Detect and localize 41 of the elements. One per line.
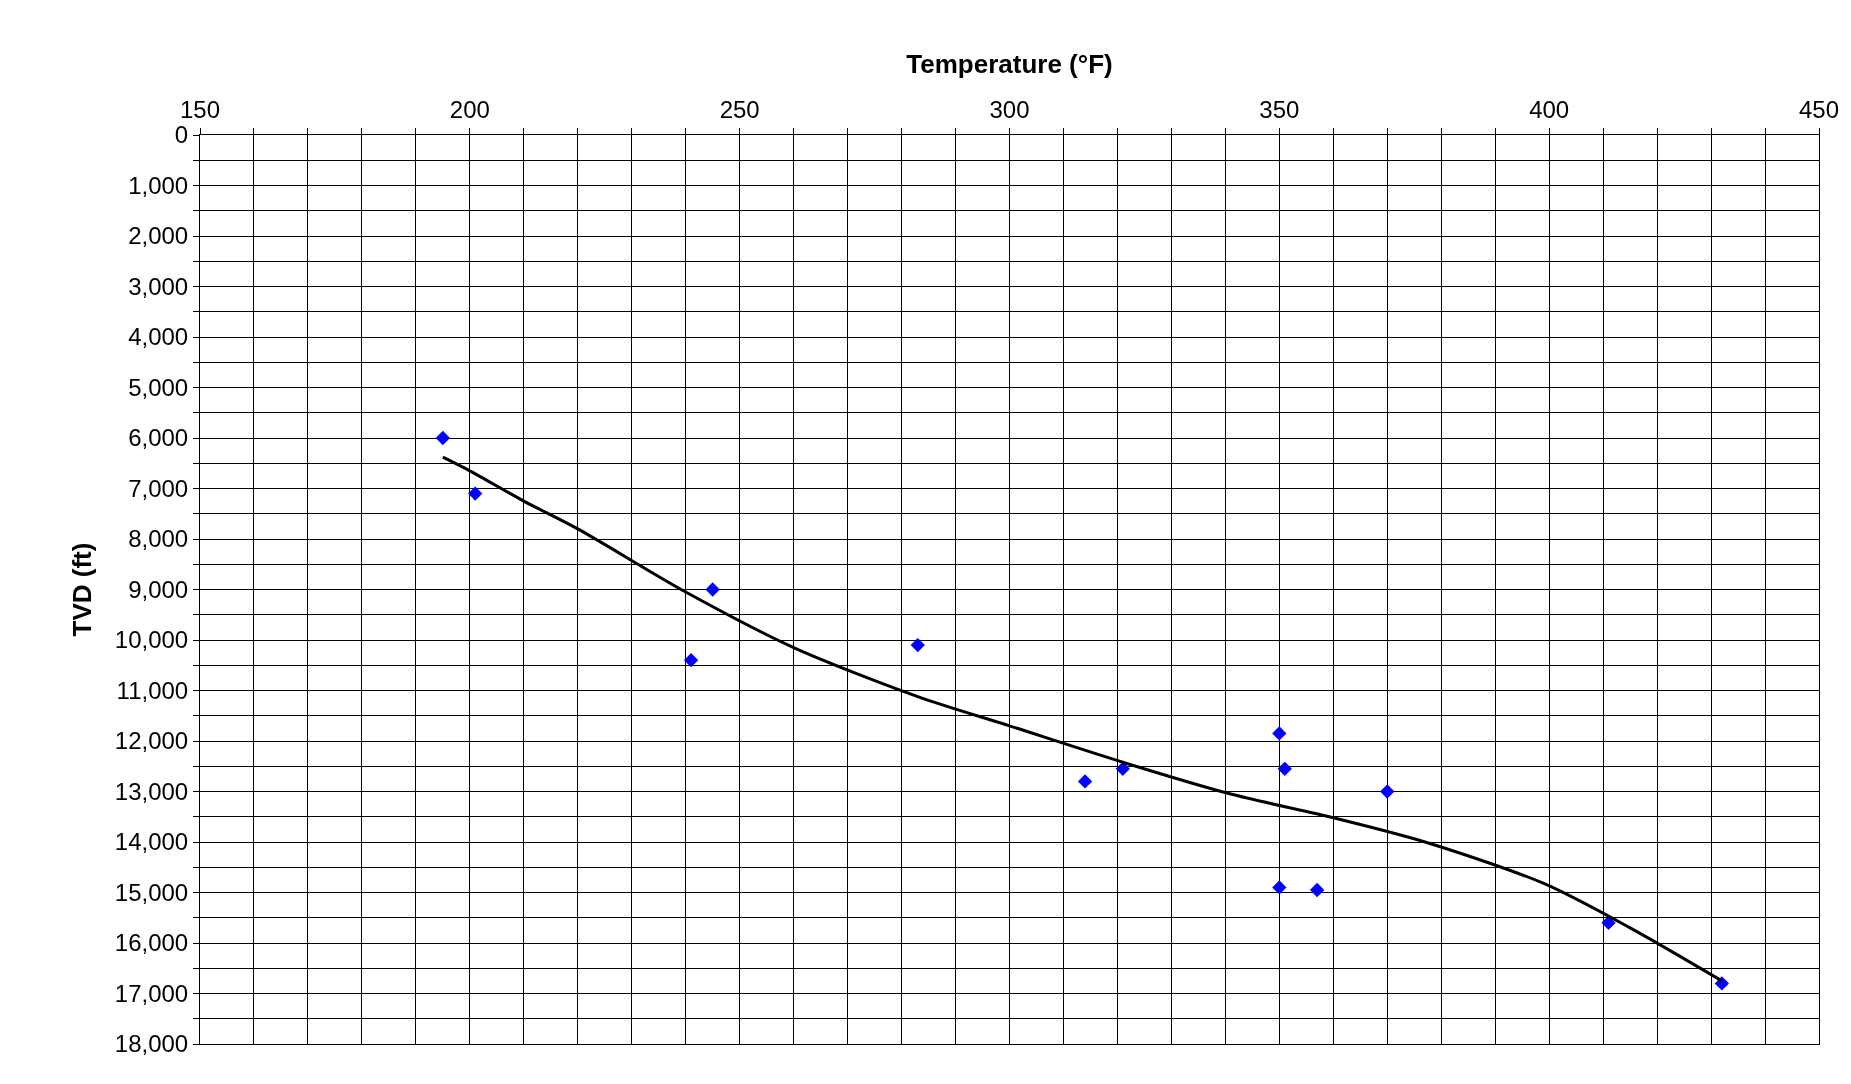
point	[1601, 915, 1616, 930]
point	[1380, 784, 1395, 799]
x-axis-title: Temperature (°F)	[906, 48, 1113, 79]
y-tick-label: 2,000	[128, 222, 189, 250]
y-tick-label: 14,000	[114, 828, 189, 856]
y-tick-label: 12,000	[114, 727, 189, 755]
y-tick-label: 17,000	[114, 979, 189, 1007]
x-tick-label: 200	[449, 96, 490, 124]
x-tick-label: 150	[179, 96, 221, 124]
x-tick-label: 450	[1798, 96, 1840, 124]
x-tick-label: 300	[989, 96, 1030, 124]
y-tick-label: 15,000	[114, 878, 189, 906]
point	[1272, 880, 1287, 895]
y-tick-label: 6,000	[128, 424, 189, 452]
y-axis-title: TVD (ft)	[67, 542, 98, 637]
point	[1309, 882, 1325, 898]
y-tick-label: 7,000	[128, 474, 189, 502]
point	[910, 637, 925, 653]
y-tick-label: 8,000	[128, 525, 189, 553]
point	[1277, 761, 1292, 776]
y-tick-label: 13,000	[114, 777, 189, 805]
y-tick-label: 18,000	[114, 1030, 189, 1058]
y-tick-label: 1,000	[128, 171, 189, 199]
y-tick-label: 5,000	[128, 373, 189, 401]
point	[435, 430, 450, 446]
point	[1077, 774, 1093, 789]
y-tick-label: 11,000	[116, 676, 189, 704]
y-tick-label: 0	[174, 121, 189, 149]
x-tick-label: 350	[1259, 96, 1300, 124]
point	[1272, 726, 1287, 741]
y-tick-label: 3,000	[128, 272, 189, 300]
y-tick-label: 4,000	[128, 323, 189, 351]
x-tick-label: 400	[1529, 96, 1570, 124]
y-tick-label: 16,000	[114, 929, 189, 957]
y-tick-label: 9,000	[128, 575, 189, 603]
point	[468, 486, 483, 501]
y-tick-label: 10,000	[114, 626, 189, 654]
point	[1115, 761, 1130, 776]
point	[705, 582, 720, 597]
x-tick-label: 250	[719, 96, 760, 124]
point	[683, 653, 699, 668]
